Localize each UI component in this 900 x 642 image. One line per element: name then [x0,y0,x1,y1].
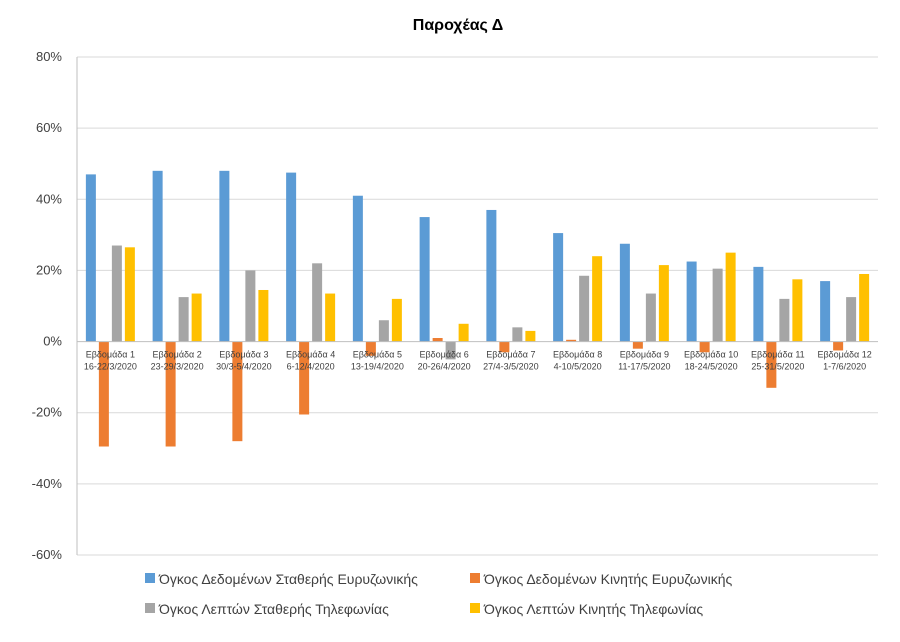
category-label: Εβδομάδα 10 [684,350,738,360]
bar [365,341,376,356]
bar [766,341,777,388]
bar [299,341,310,415]
bar [725,252,736,342]
category-label: Εβδομάδα 6 [419,350,468,360]
category-label: 13-19/4/2020 [351,362,404,372]
bar [686,261,697,342]
bar [833,341,844,351]
bar [191,293,202,342]
bar [753,266,764,342]
bar [98,341,109,447]
category-label: Εβδομάδα 5 [353,350,402,360]
bar [258,289,269,342]
chart-title: Παροχέας Δ [413,17,503,34]
y-tick-label: -20% [32,405,63,420]
bar [779,298,790,342]
y-tick-label: -60% [32,547,63,562]
bar [432,338,443,342]
y-tick-label: 20% [36,262,62,277]
bar [859,273,870,342]
category-label: 20-26/4/2020 [418,362,471,372]
bar [85,174,96,342]
bar [152,170,163,342]
y-tick-label: 40% [36,191,62,206]
bar [325,293,336,342]
category-labels: Εβδομάδα 1 16-22/3/2020 Εβδομάδα 2 23-29/3/… [84,350,872,372]
legend-label: Όγκος Λεπτών Κινητής Τηλεφωνίας [483,601,703,617]
category-label: 4-10/5/2020 [554,362,602,372]
bar [645,293,656,342]
legend-label: Όγκος Δεδομένων Σταθερής Ευρυζωνικής [158,571,418,587]
category-label: 1-7/6/2020 [823,362,866,372]
bar [445,341,456,360]
bar [419,217,430,342]
bar [219,170,230,342]
bar [178,297,189,342]
bar [232,341,243,442]
category-label: Εβδομάδα 4 [286,350,335,360]
bar [820,281,831,342]
bar [486,209,497,342]
bar [352,195,363,342]
bar [499,341,510,353]
y-tick-label: -40% [32,476,63,491]
bar [566,339,577,342]
category-label: Εβδομάδα 3 [219,350,268,360]
bar [245,270,256,342]
category-label: Εβδομάδα 11 [751,350,805,360]
category-label: Εβδομάδα 7 [486,350,535,360]
category-label: Εβδομάδα 2 [152,350,201,360]
category-label: Εβδομάδα 8 [553,350,602,360]
bar [378,320,389,342]
legend-swatch [145,603,155,613]
bar [658,265,669,342]
category-label: Εβδομάδα 1 [86,350,135,360]
bar [286,172,297,342]
category-label: 6-12/4/2020 [287,362,335,372]
gridlines [77,56,878,556]
bar [846,297,857,342]
category-label: Εβδομάδα 12 [817,350,871,360]
legend-swatch [470,573,480,583]
bar [553,233,564,342]
bar [579,275,590,342]
bar [124,247,135,342]
bar [165,341,176,447]
category-label: 16-22/3/2020 [84,362,137,372]
y-tick-label: 0% [43,334,62,349]
bar [458,323,469,342]
bar [592,256,603,342]
category-label: Εβδομάδα 9 [620,350,669,360]
y-tick-label: 80% [36,49,62,64]
legend-swatch [470,603,480,613]
y-axis: 80% 60% 40% 20% 0% -20% -40% -60% [32,49,78,562]
bar [512,327,523,342]
legend-label: Όγκος Λεπτών Σταθερής Τηλεφωνίας [158,601,389,617]
bar [712,268,723,342]
y-tick-label: 60% [36,120,62,135]
category-label: 27/4-3/5/2020 [483,362,539,372]
bar [792,279,803,342]
bar [391,298,402,342]
bar [632,341,643,349]
category-label: 23-29/3/2020 [151,362,204,372]
bar [525,330,536,342]
legend-swatch [145,573,155,583]
bar [619,243,630,342]
legend: Όγκος Δεδομένων Σταθερής Ευρυζωνικής Όγκο… [145,571,732,617]
category-label: 18-24/5/2020 [685,362,738,372]
category-label: 25-31/5/2020 [751,362,804,372]
bars [85,170,870,447]
category-label: 11-17/5/2020 [618,362,670,372]
bar [312,263,323,342]
legend-label: Όγκος Δεδομένων Κινητής Ευρυζωνικής [483,571,732,587]
category-label: 30/3-5/4/2020 [216,362,272,372]
bar [699,341,710,353]
bar [111,245,122,342]
